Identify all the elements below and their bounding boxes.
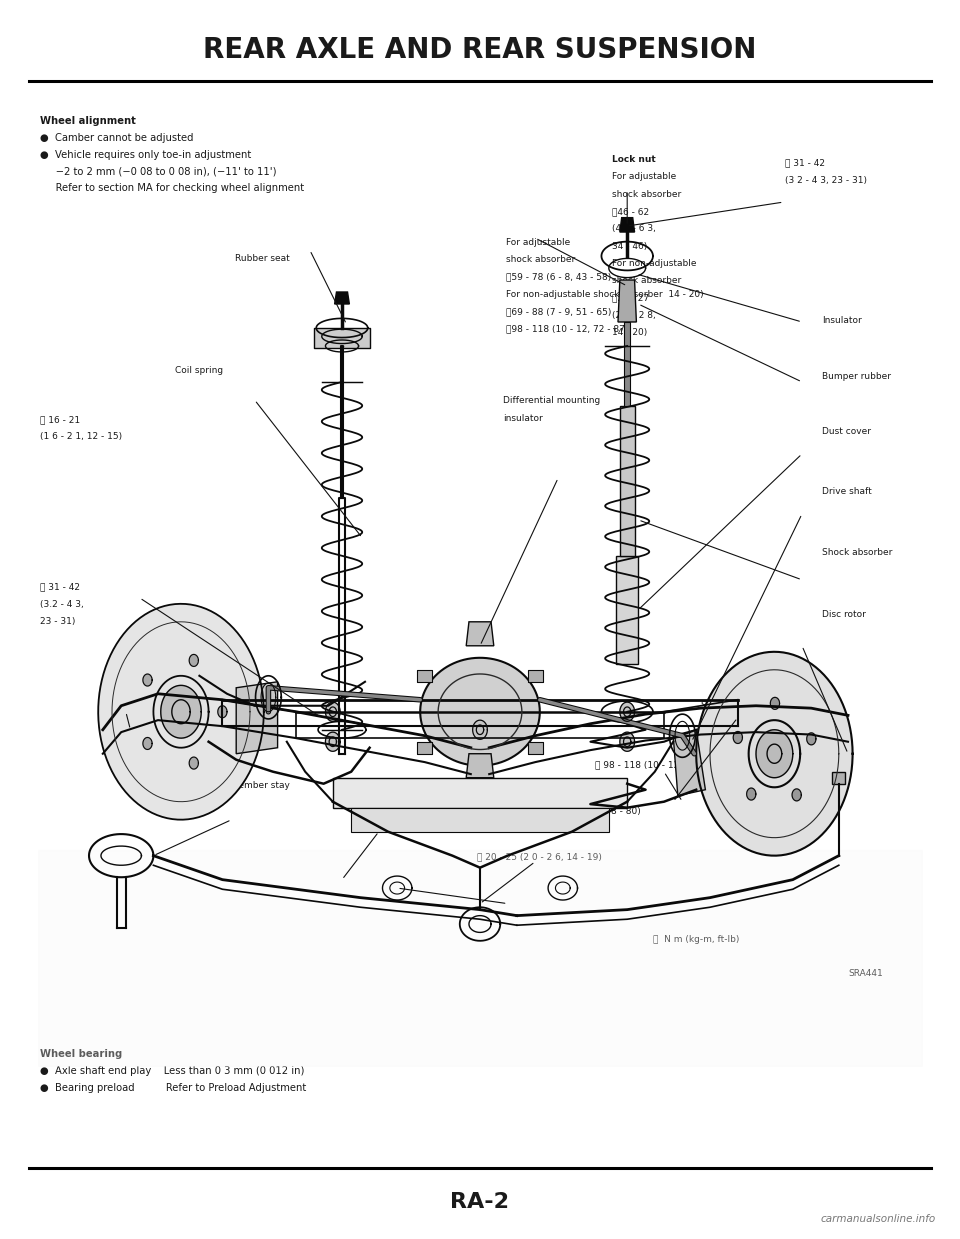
- Text: ●  Camber cannot be adjusted: ● Camber cannot be adjusted: [40, 133, 194, 144]
- Polygon shape: [618, 280, 636, 322]
- Text: Stabilizer: Stabilizer: [155, 659, 197, 668]
- Polygon shape: [756, 730, 793, 778]
- Polygon shape: [351, 808, 609, 831]
- Polygon shape: [325, 703, 340, 721]
- Text: Shock absorber: Shock absorber: [822, 548, 892, 556]
- Text: Coil spring: Coil spring: [175, 366, 223, 374]
- Polygon shape: [160, 685, 202, 738]
- Text: carmanualsonline.info: carmanualsonline.info: [821, 1214, 936, 1224]
- Text: For non-adjustable: For non-adjustable: [612, 259, 697, 268]
- Text: REAR AXLE AND REAR SUSPENSION: REAR AXLE AND REAR SUSPENSION: [204, 36, 756, 63]
- Polygon shape: [620, 218, 635, 232]
- Polygon shape: [616, 556, 638, 664]
- Text: ●  Vehicle requires only toe-in adjustment: ● Vehicle requires only toe-in adjustmen…: [40, 150, 252, 160]
- Text: For non-adjustable shock absorber  14 - 20): For non-adjustable shock absorber 14 - 2…: [506, 290, 704, 299]
- Text: (1 6 - 2 1, 12 - 15): (1 6 - 2 1, 12 - 15): [40, 432, 123, 441]
- Polygon shape: [333, 778, 627, 808]
- Text: For adjustable: For adjustable: [506, 238, 570, 247]
- Polygon shape: [325, 732, 340, 751]
- Text: Wheel bearing: Wheel bearing: [40, 1049, 123, 1059]
- Text: 34 - 46): 34 - 46): [612, 242, 648, 250]
- Polygon shape: [792, 789, 802, 800]
- Text: Rubber seat: Rubber seat: [235, 254, 290, 263]
- Polygon shape: [747, 788, 756, 800]
- Text: Disc rotor: Disc rotor: [822, 610, 866, 618]
- Text: Bumper rubber: Bumper rubber: [822, 372, 891, 380]
- Text: ⌒20 - 27: ⌒20 - 27: [612, 294, 650, 302]
- Text: ⌒69 - 88 (7 - 9, 51 - 65): ⌒69 - 88 (7 - 9, 51 - 65): [506, 307, 612, 316]
- Text: shock absorber: shock absorber: [612, 276, 682, 285]
- Text: Suspension arm: Suspension arm: [701, 701, 774, 710]
- Text: ⌒46 - 62: ⌒46 - 62: [612, 207, 650, 216]
- Text: ⌒ 20 - 25 (2 0 - 2 6, 14 - 19): ⌒ 20 - 25 (2 0 - 2 6, 14 - 19): [477, 852, 602, 861]
- Polygon shape: [126, 658, 223, 753]
- Polygon shape: [770, 698, 780, 710]
- Text: (4.7 - 6 3,: (4.7 - 6 3,: [612, 224, 657, 233]
- Text: RA-2: RA-2: [450, 1192, 510, 1212]
- Text: ⌒ 31 - 42: ⌒ 31 - 42: [785, 159, 826, 167]
- Polygon shape: [620, 406, 635, 556]
- Polygon shape: [236, 681, 277, 753]
- Text: ⌒ 78 - 108 (8 - 11, 58 - 80): ⌒ 78 - 108 (8 - 11, 58 - 80): [521, 807, 641, 815]
- Polygon shape: [673, 730, 706, 795]
- Text: shock absorber: shock absorber: [612, 190, 682, 198]
- Text: ⌒  N m (kg-m, ft-lb): ⌒ N m (kg-m, ft-lb): [653, 935, 739, 944]
- Text: (2 0 - 2 8,: (2 0 - 2 8,: [612, 311, 657, 320]
- Polygon shape: [832, 772, 845, 784]
- Polygon shape: [472, 720, 488, 740]
- Text: ⌒ 98 - 118 (10 - 12, 72 - 87): ⌒ 98 - 118 (10 - 12, 72 - 87): [595, 761, 720, 769]
- Text: 14 - 20): 14 - 20): [612, 328, 648, 337]
- Polygon shape: [696, 652, 852, 856]
- Text: ⌒ 31 - 42: ⌒ 31 - 42: [40, 582, 81, 591]
- Text: Wheel alignment: Wheel alignment: [40, 116, 136, 126]
- Text: Dust cover: Dust cover: [822, 427, 871, 436]
- Polygon shape: [189, 757, 199, 769]
- Text: ●  Axle shaft end play    Less than 0 3 mm (0 012 in): ● Axle shaft end play Less than 0 3 mm (…: [40, 1066, 304, 1077]
- Text: Refer to section MA for checking wheel alignment: Refer to section MA for checking wheel a…: [40, 183, 304, 193]
- Text: −2 to 2 mm (−0 08 to 0 08 in), (−11' to 11'): −2 to 2 mm (−0 08 to 0 08 in), (−11' to …: [40, 166, 276, 177]
- Polygon shape: [806, 732, 816, 745]
- Text: Lock nut: Lock nut: [612, 155, 657, 164]
- Text: Drive shaft: Drive shaft: [822, 487, 872, 496]
- Polygon shape: [467, 622, 493, 646]
- Polygon shape: [143, 737, 152, 750]
- Text: shock absorber: shock absorber: [506, 255, 575, 264]
- Polygon shape: [189, 654, 199, 667]
- Text: For adjustable: For adjustable: [612, 172, 677, 181]
- Text: Suspension member stay: Suspension member stay: [175, 781, 290, 789]
- Polygon shape: [420, 658, 540, 766]
- Text: Insulator: Insulator: [822, 316, 861, 325]
- Text: 23 - 31): 23 - 31): [40, 617, 76, 626]
- Polygon shape: [620, 732, 635, 751]
- Polygon shape: [218, 706, 227, 717]
- Polygon shape: [620, 703, 635, 721]
- Polygon shape: [733, 731, 742, 743]
- Polygon shape: [624, 322, 630, 406]
- Text: (3 2 - 4 3, 23 - 31): (3 2 - 4 3, 23 - 31): [785, 176, 867, 185]
- Text: ⌒ 16 - 21: ⌒ 16 - 21: [40, 415, 81, 424]
- Text: ⌒98 - 118 (10 - 12, 72 - 87): ⌒98 - 118 (10 - 12, 72 - 87): [506, 325, 628, 333]
- Text: (3.2 - 4 3,: (3.2 - 4 3,: [40, 600, 84, 608]
- Text: ●  Bearing preload          Refer to Preload Adjustment: ● Bearing preload Refer to Preload Adjus…: [40, 1083, 306, 1093]
- Text: insulator: insulator: [503, 414, 542, 422]
- Polygon shape: [467, 753, 493, 778]
- Text: ⌒59 - 78 (6 - 8, 43 - 58): ⌒59 - 78 (6 - 8, 43 - 58): [506, 273, 612, 281]
- Polygon shape: [98, 603, 264, 820]
- Text: SRA441: SRA441: [849, 969, 883, 978]
- Text: Differential mounting: Differential mounting: [503, 396, 600, 405]
- Polygon shape: [335, 292, 349, 304]
- Polygon shape: [143, 674, 152, 686]
